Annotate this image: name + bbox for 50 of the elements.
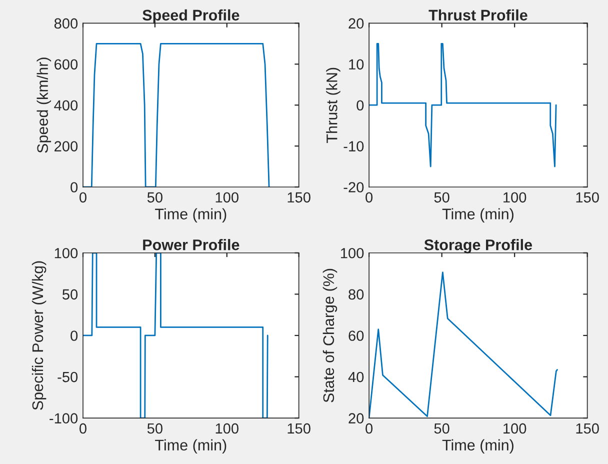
x-tick-label: 50: [147, 423, 162, 434]
x-tick-label: 50: [434, 192, 450, 203]
x-tick-label: 100: [504, 423, 526, 434]
y-tick-label: 20: [348, 413, 364, 424]
x-axis-title: Time (min): [442, 439, 514, 454]
x-tick-label: 0: [366, 423, 373, 434]
x-tick-label: 100: [216, 192, 238, 203]
y-axis-title: Specific Power (W/kg): [32, 261, 46, 410]
x-tick-label: 150: [288, 192, 310, 203]
y-tick-label: 200: [54, 141, 78, 152]
y-tick-label: -20: [344, 182, 364, 192]
x-tick-label: 100: [216, 423, 238, 434]
y-tick-label: 400: [54, 100, 78, 111]
x-axis-title: Time (min): [155, 208, 226, 222]
y-tick-label: 50: [62, 289, 78, 300]
y-tick-label: 0: [70, 182, 78, 192]
chart-title: Thrust Profile: [428, 9, 528, 21]
chart-title: Storage Profile: [424, 239, 532, 254]
chart-title: Speed Profile: [142, 9, 240, 24]
y-tick-label: 40: [348, 372, 364, 382]
y-tick-label: 60: [348, 330, 364, 341]
x-tick-label: 0: [80, 423, 86, 434]
y-tick-label: 0: [356, 100, 364, 111]
x-tick-label: 150: [288, 423, 310, 434]
line-series: [369, 272, 558, 418]
y-tick-label: 10: [349, 59, 364, 70]
line-series: [369, 42, 557, 168]
x-axis-title: Time (min): [442, 208, 514, 222]
x-tick-label: 150: [576, 423, 599, 434]
y-tick-label: 80: [348, 289, 364, 300]
x-axis-title: Time (min): [155, 439, 226, 454]
chart-title: Power Profile: [143, 239, 240, 250]
y-tick-label: 20: [348, 18, 364, 29]
x-tick-label: 100: [504, 192, 526, 203]
y-tick-label: -50: [58, 372, 78, 382]
x-tick-label: 0: [80, 192, 86, 203]
y-tick-label: -10: [344, 141, 364, 152]
y-tick-label: 800: [54, 18, 78, 29]
y-tick-label: 100: [54, 248, 78, 258]
y-tick-label: -100: [50, 413, 78, 424]
x-tick-label: 50: [147, 192, 162, 203]
y-tick-label: 0: [70, 330, 78, 341]
y-tick-label: 600: [54, 59, 78, 70]
y-axis-title: State of Charge (%): [322, 268, 338, 402]
y-tick-label: 100: [340, 248, 364, 258]
x-tick-label: 0: [366, 192, 373, 203]
x-tick-label: 50: [434, 423, 450, 434]
x-tick-label: 150: [576, 192, 599, 203]
y-axis-title: Speed (km/hr): [36, 58, 52, 153]
y-axis-title: Thrust (kN): [326, 68, 340, 143]
